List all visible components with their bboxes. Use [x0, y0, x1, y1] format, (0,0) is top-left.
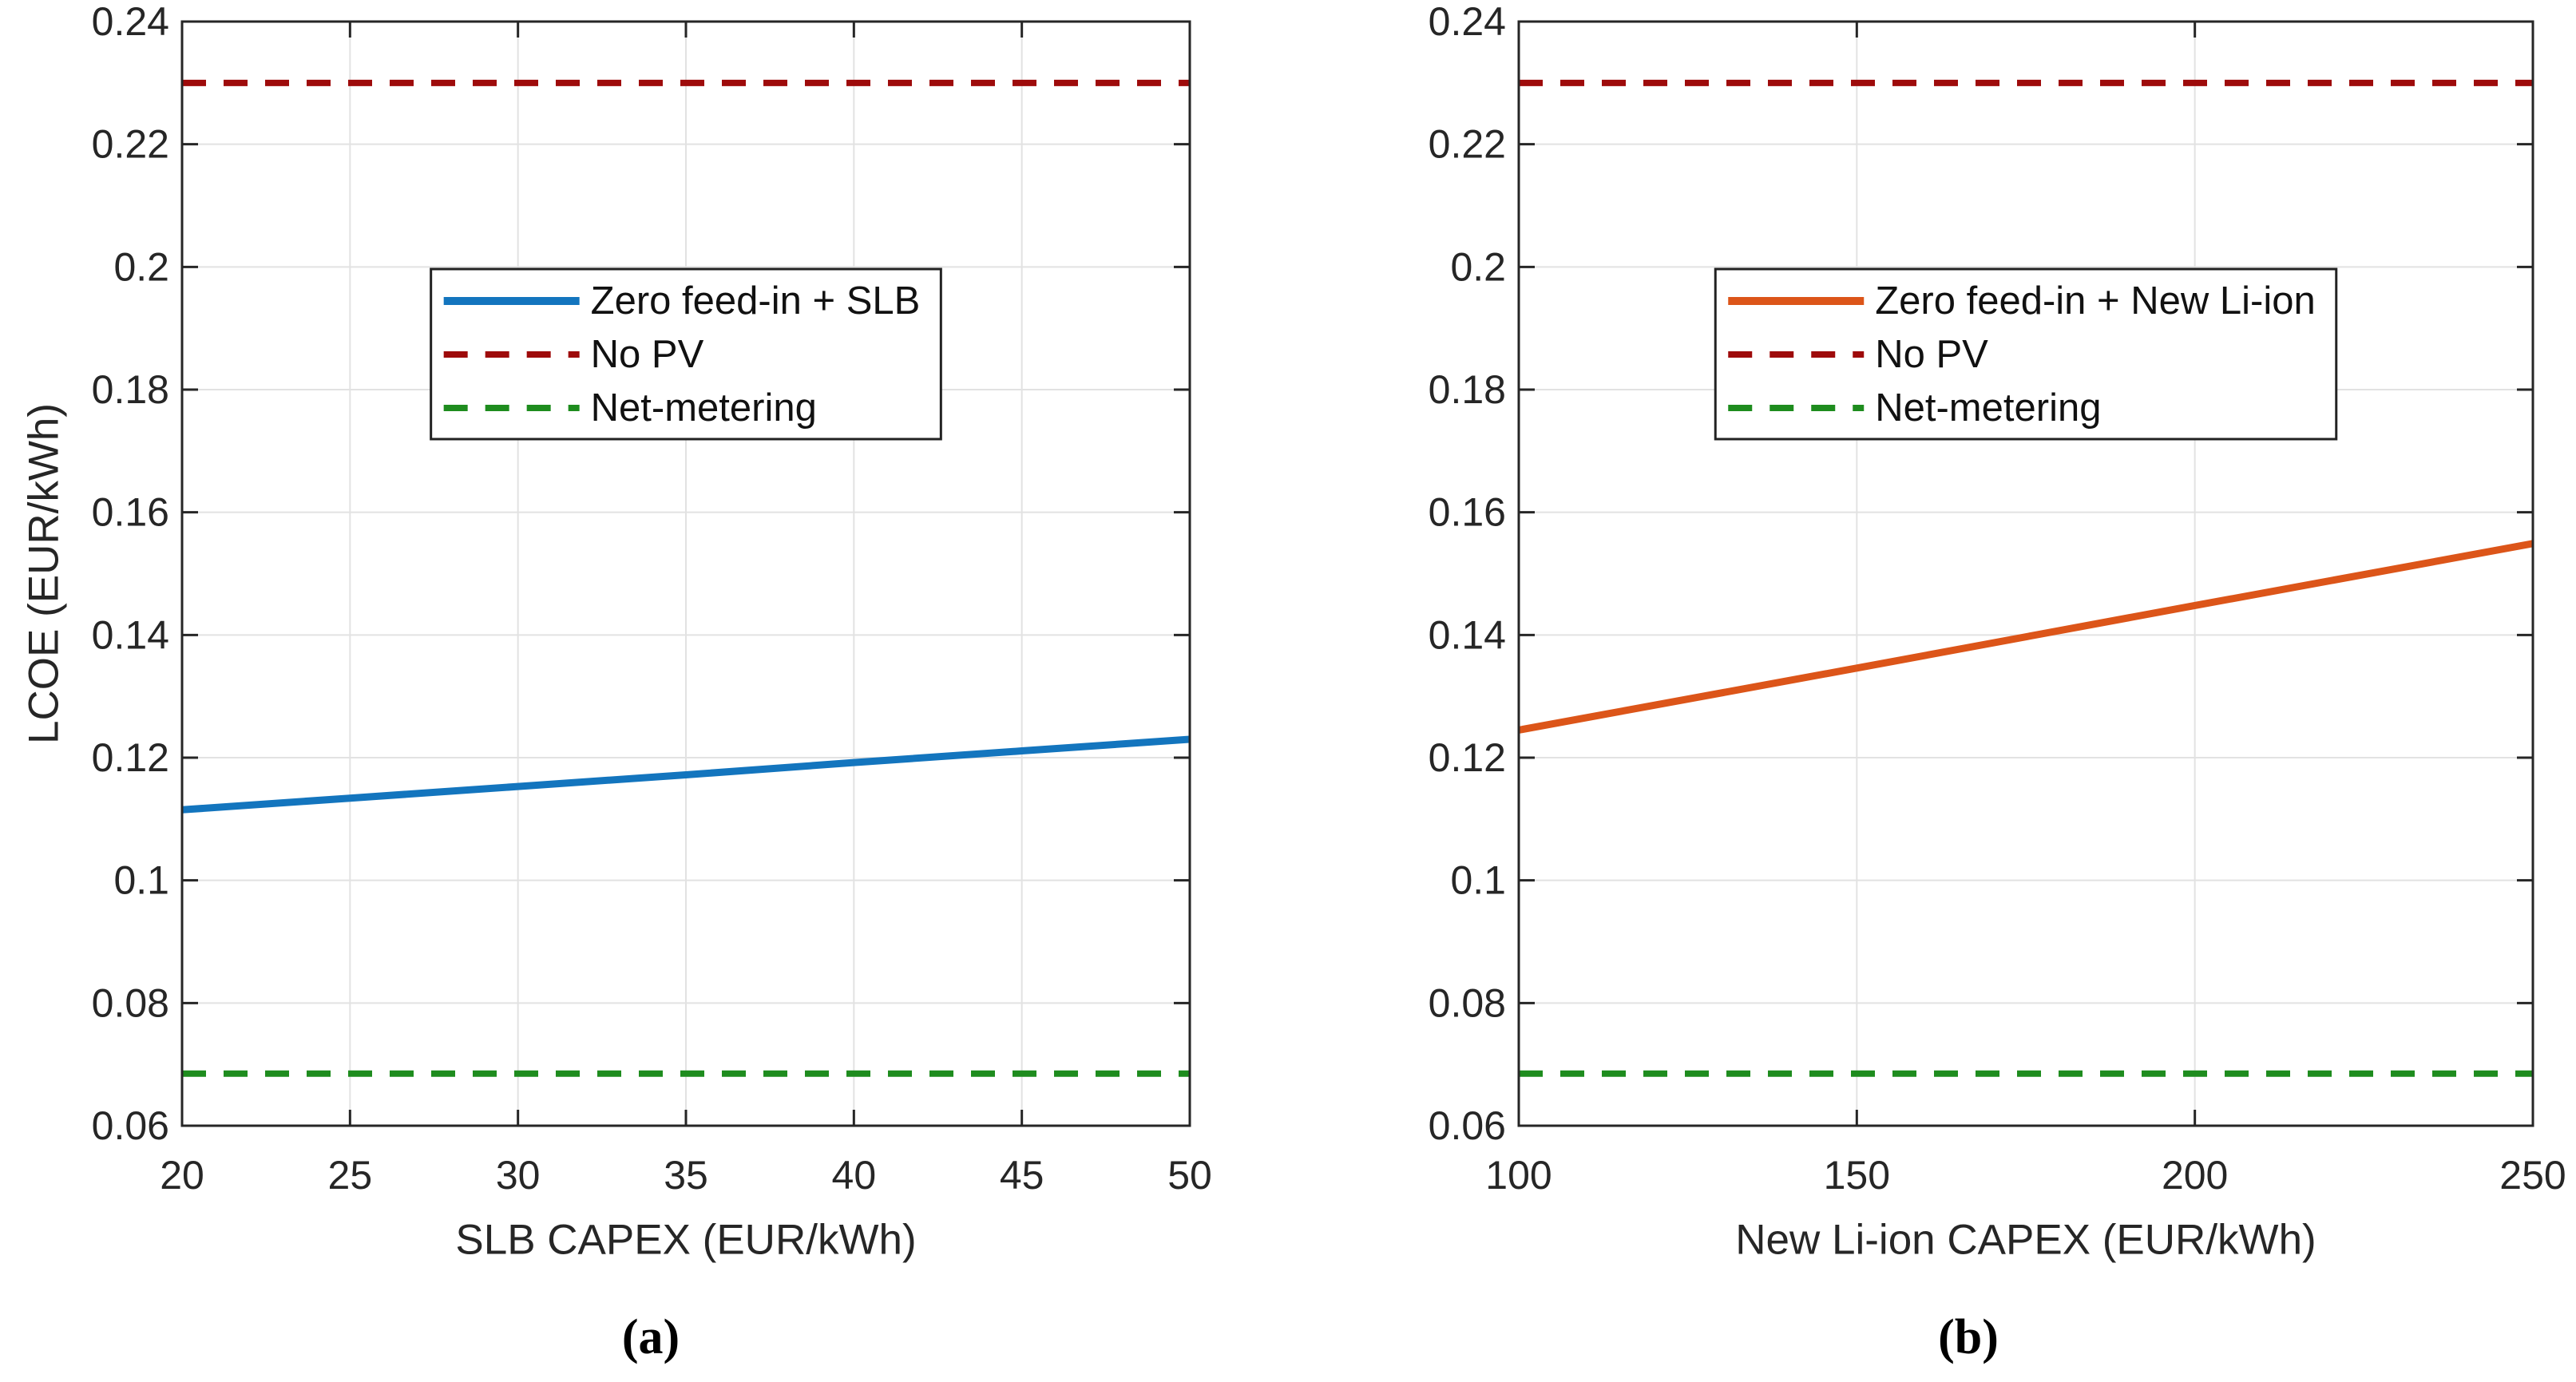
y-tick-label: 0.16 [1429, 490, 1506, 535]
ticks [1517, 20, 2534, 1127]
y-tick-label: 0.18 [92, 367, 169, 412]
y-tick-label: 0.1 [113, 858, 169, 903]
y-tick-label: 0.12 [92, 735, 169, 780]
x-tick-label: 45 [1000, 1153, 1044, 1198]
legend: Zero feed-in + New Li-ion No PV Net-meteri… [1714, 267, 2338, 441]
plot-box [1517, 20, 2534, 1127]
ticks [180, 20, 1191, 1127]
grid [182, 22, 1190, 1126]
y-tick-label: 0.06 [1429, 1103, 1506, 1148]
series-line [182, 735, 1190, 814]
y-tick-label: 0.22 [1429, 122, 1506, 167]
y-tick-label: 0.08 [92, 980, 169, 1025]
legend-label: Net-metering [591, 386, 817, 430]
x-tick-label: 30 [496, 1153, 541, 1198]
y-axis-label: LCOE (EUR/kWh) [21, 403, 68, 744]
panel-a: 20 25 30 35 40 45 50 0.06 0.08 0.1 0.12 0.14 0.16 0.1… [21, 0, 1212, 1364]
legend-label: No PV [1875, 333, 1988, 376]
x-tick-label: 50 [1167, 1153, 1212, 1198]
x-tick-label: 150 [1824, 1153, 1890, 1198]
legend: Zero feed-in + SLB No PV Net-metering [430, 267, 942, 441]
x-tick-label: 100 [1485, 1153, 1552, 1198]
series-group [1519, 79, 2533, 1077]
y-tick-label: 0.1 [1450, 858, 1506, 903]
x-tick-label: 40 [832, 1153, 877, 1198]
x-axis-label: SLB CAPEX (EUR/kWh) [455, 1217, 916, 1264]
legend-label: Zero feed-in + SLB [591, 279, 921, 323]
legend-label: Zero feed-in + New Li-ion [1875, 279, 2316, 323]
y-tick-label: 0.12 [1429, 735, 1506, 780]
y-tick-label: 0.16 [92, 490, 169, 535]
legend-label: Net-metering [1875, 386, 2101, 430]
x-tick-label: 20 [160, 1153, 204, 1198]
y-tick-label: 0.2 [1450, 244, 1506, 289]
y-tick-label: 0.24 [92, 0, 169, 44]
y-tick-label: 0.22 [92, 122, 169, 167]
panel-letter-label: (a) [622, 1310, 680, 1364]
y-tick-label: 0.24 [1429, 0, 1506, 44]
y-tick-label: 0.08 [1429, 980, 1506, 1025]
y-tick-label: 0.18 [1429, 367, 1506, 412]
x-tick-label: 25 [328, 1153, 373, 1198]
x-axis-label: New Li-ion CAPEX (EUR/kWh) [1735, 1217, 2316, 1264]
legend-label: No PV [591, 333, 704, 376]
y-tick-label: 0.14 [92, 612, 169, 657]
x-tick-label: 250 [2499, 1153, 2566, 1198]
x-tick-label: 35 [664, 1153, 708, 1198]
y-tick-label: 0.2 [113, 244, 169, 289]
series-line [1519, 540, 2533, 734]
series-group [182, 79, 1190, 1077]
x-tick-label: 200 [2162, 1153, 2228, 1198]
y-tick-label: 0.14 [1429, 612, 1506, 657]
panel-letter-label: (b) [1938, 1310, 1999, 1364]
panel-b: 100 150 200 250 0.06 0.08 0.1 0.12 0.14 0.16 0.18 0… [1429, 0, 2566, 1364]
y-tick-label: 0.06 [92, 1103, 169, 1148]
